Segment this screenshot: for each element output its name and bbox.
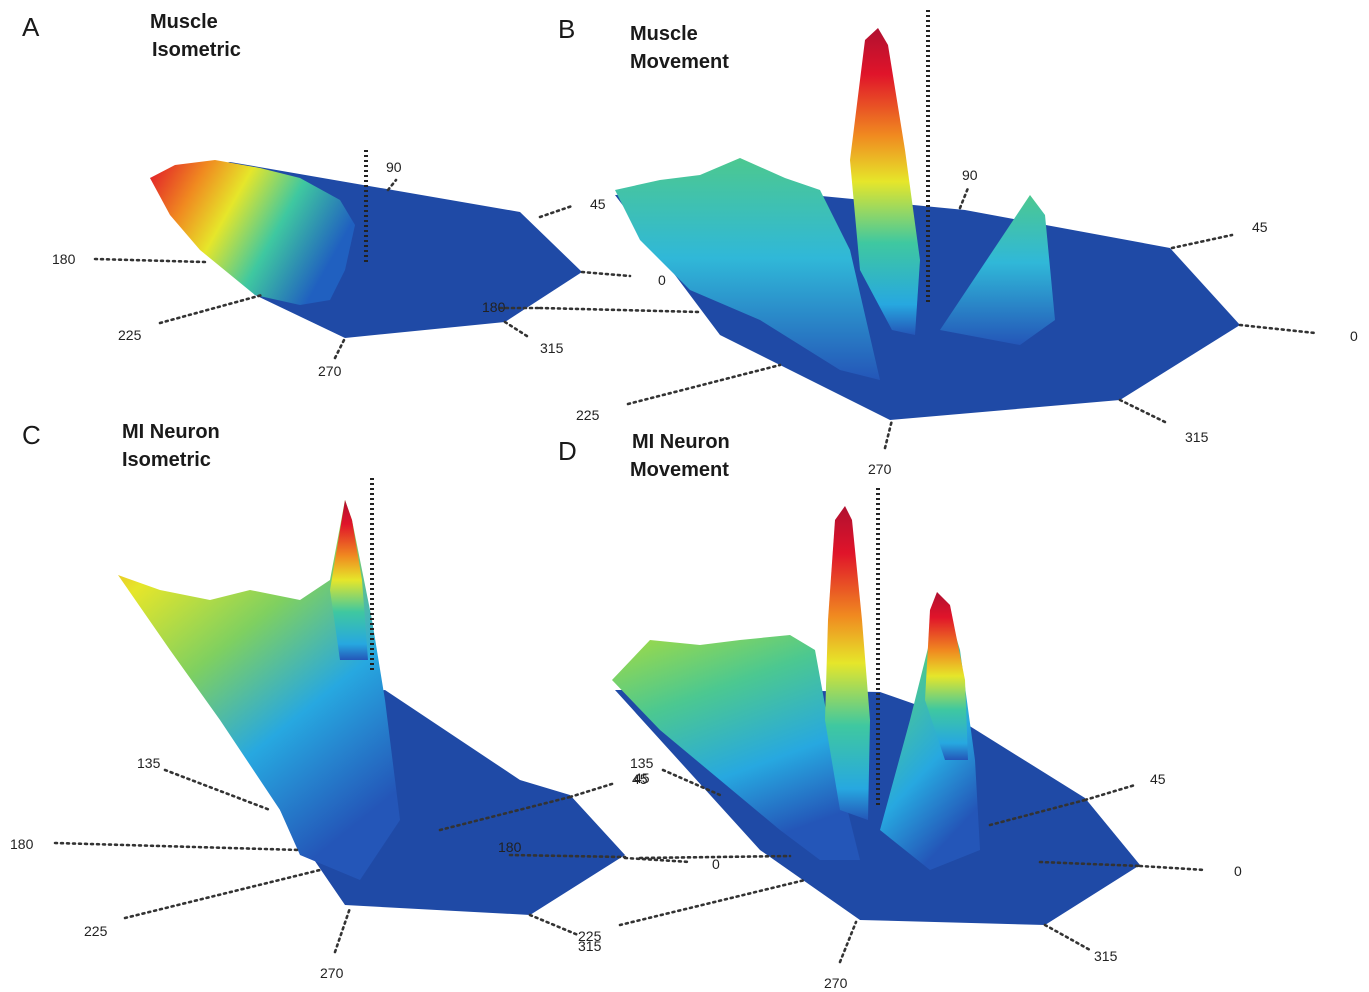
spoke: [538, 204, 574, 219]
panel-letter: D: [558, 436, 577, 466]
direction-label: 315: [1185, 429, 1209, 445]
surface-peak: [825, 506, 870, 820]
spokes: [53, 768, 692, 954]
direction-label: 45: [632, 771, 648, 787]
spoke: [838, 920, 858, 964]
spoke: [958, 186, 970, 210]
direction-labels: 135 180 225 270 315 45 180 0 225: [10, 755, 720, 981]
spoke: [333, 906, 352, 954]
surface-ridge: [118, 500, 400, 880]
direction-label: 270: [824, 975, 848, 991]
direction-labels: 135 45 45 0 315 270: [630, 755, 1242, 991]
direction-labels: 90 45 180 225 270 315 0 180: [52, 159, 666, 379]
direction-label: 180: [482, 299, 506, 315]
direction-label: 45: [634, 770, 650, 786]
panel-d: D MI Neuron Movement 135 45 45 0 315 270: [558, 431, 1242, 991]
direction-label: 0: [1234, 863, 1242, 879]
spoke: [386, 178, 398, 192]
spoke: [123, 868, 322, 920]
spoke: [528, 913, 580, 937]
direction-label: 90: [386, 159, 402, 175]
spoke: [661, 768, 722, 797]
spoke: [93, 257, 207, 264]
direction-label: 225: [578, 928, 602, 944]
spoke: [508, 853, 627, 859]
panel-title-line2: Movement: [630, 459, 729, 481]
spoke: [638, 854, 792, 860]
spokes: [618, 768, 1207, 964]
direction-label: 180: [498, 839, 522, 855]
spoke: [623, 856, 692, 864]
panel-title-line1: MI Neuron: [122, 421, 220, 443]
spoke: [538, 306, 702, 314]
direction-label: 270: [320, 965, 344, 981]
surface-ridge-left: [612, 635, 860, 860]
direction-label: 315: [1094, 948, 1118, 964]
direction-label: 180: [10, 836, 34, 852]
spokes: [538, 186, 1317, 450]
panel-letter: A: [22, 12, 40, 42]
spoke: [158, 293, 264, 325]
surface-ridge-right: [940, 195, 1055, 345]
spoke: [1238, 323, 1317, 335]
panel-title-line2: Isometric: [152, 39, 241, 61]
surface-peak: [330, 500, 368, 660]
spoke: [163, 768, 272, 812]
panel-title-line1: Muscle: [630, 23, 698, 45]
panel-letter: C: [22, 420, 41, 450]
spoke: [438, 795, 572, 832]
direction-label: 0: [1350, 328, 1358, 344]
spoke: [1170, 233, 1234, 250]
panel-a: A Muscle Isometric 90 45 180 225 270 315…: [22, 11, 666, 379]
spoke: [503, 320, 532, 340]
panel-title-line1: Muscle: [150, 11, 218, 33]
spoke: [988, 798, 1087, 827]
spoke: [580, 270, 632, 278]
spoke: [1043, 923, 1092, 952]
spoke: [1118, 398, 1167, 424]
spoke: [53, 841, 302, 852]
panel-title-line2: Movement: [630, 51, 729, 73]
spoke: [626, 363, 782, 406]
direction-label: 90: [962, 167, 978, 183]
spoke: [618, 878, 807, 927]
spoke: [883, 418, 894, 450]
direction-label: 0: [658, 272, 666, 288]
panel-c: C MI Neuron Isometric 135 180 225 270 31…: [10, 420, 720, 981]
direction-label: 45: [1150, 771, 1166, 787]
direction-label: 135: [630, 755, 654, 771]
spoke: [1038, 860, 1142, 868]
direction-label: 135: [137, 755, 161, 771]
panel-letter: B: [558, 14, 575, 44]
surface-ridge-left: [615, 158, 880, 380]
surface-peak-secondary: [925, 592, 968, 760]
direction-label: 45: [1252, 219, 1268, 235]
direction-label: 270: [868, 461, 892, 477]
direction-label: 0: [712, 856, 720, 872]
panel-title-line1: MI Neuron: [632, 431, 730, 453]
panel-b: B Muscle Movement 90 45 0 225 270 315: [538, 10, 1358, 477]
direction-label: 225: [576, 407, 600, 423]
direction-label: 315: [578, 938, 602, 954]
surface-peak: [850, 28, 920, 335]
surface-ridge: [150, 160, 355, 305]
spoke: [568, 781, 617, 799]
panel-title-line2: Isometric: [122, 449, 211, 471]
spoke: [1138, 864, 1207, 872]
direction-label: 180: [52, 251, 76, 267]
direction-label: 315: [540, 340, 564, 356]
spoke: [1083, 783, 1137, 802]
direction-label: 225: [118, 327, 142, 343]
direction-label: 225: [84, 923, 108, 939]
spokes: [93, 178, 632, 360]
direction-labels: 90 45 0 225 270 315: [576, 167, 1358, 477]
direction-label: 270: [318, 363, 342, 379]
spoke: [333, 336, 347, 360]
direction-label: 45: [590, 196, 606, 212]
